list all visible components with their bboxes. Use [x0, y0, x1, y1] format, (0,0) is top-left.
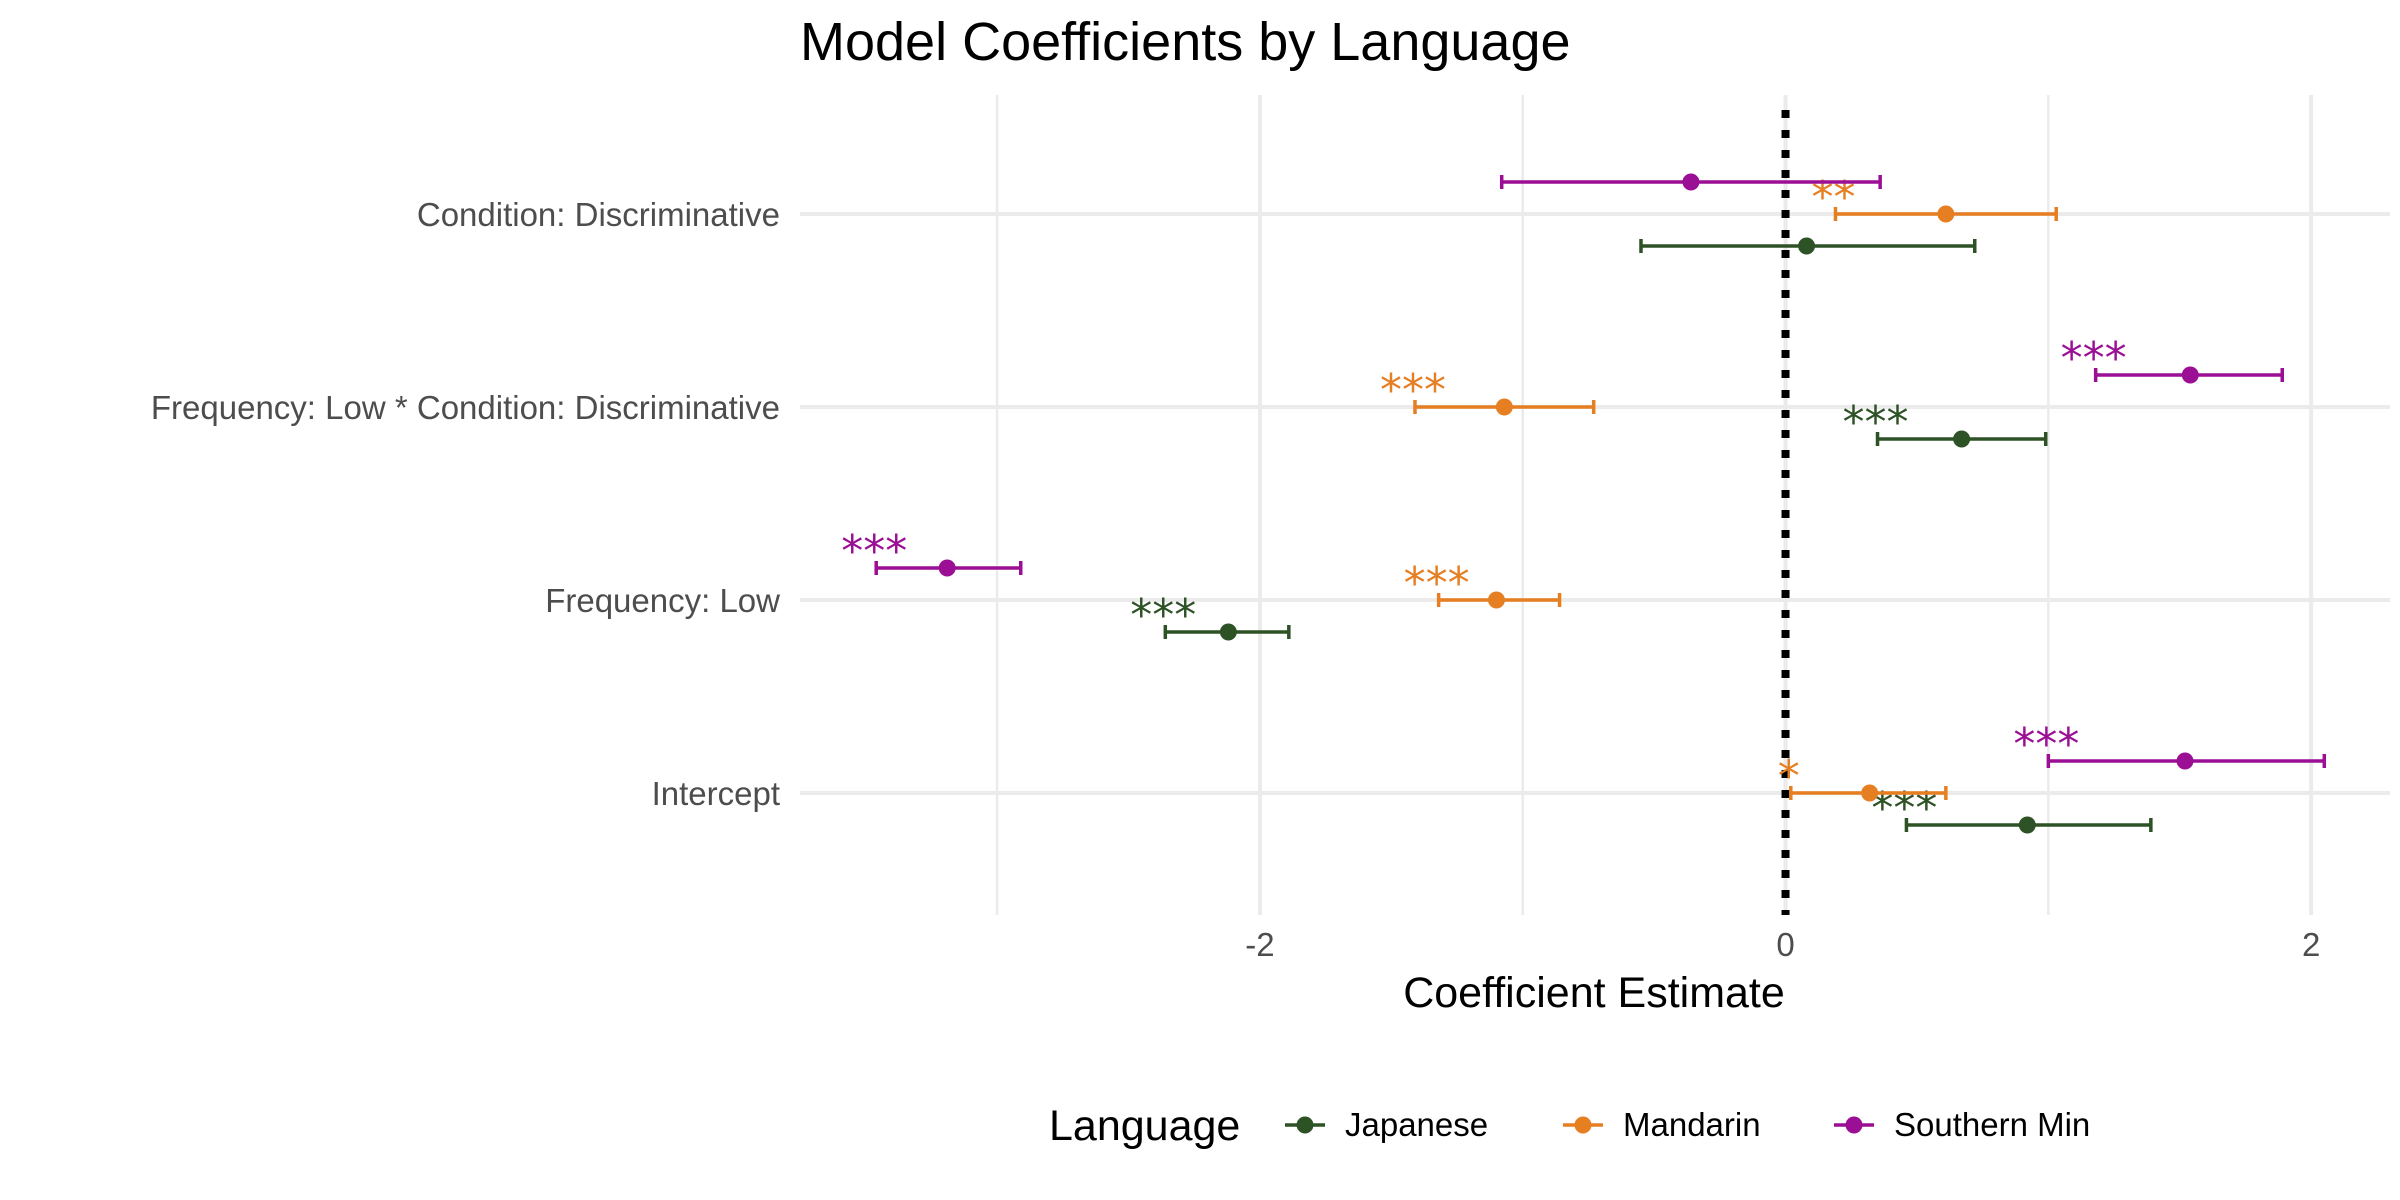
x-axis-label: Coefficient Estimate: [1403, 969, 1785, 1017]
estimate-point: [1937, 205, 1955, 223]
significance-label: ***: [1380, 365, 1446, 416]
x-tick-label: -2: [1245, 926, 1274, 963]
legend-label: Mandarin: [1623, 1106, 1761, 1143]
x-axis-tick-labels: -2 0 2: [1245, 926, 2320, 963]
estimate-point: [1953, 430, 1971, 448]
estimate-point: [1495, 398, 1513, 416]
significance-label: ***: [2061, 333, 2127, 384]
legend-key-point: [1296, 1116, 1314, 1134]
x-tick-label: 2: [2302, 926, 2320, 963]
significance-label: *: [1778, 751, 1800, 802]
legend-key-point: [1574, 1116, 1592, 1134]
estimate-point: [938, 559, 956, 577]
legend-title: Language: [1049, 1102, 1240, 1150]
y-tick-label: Frequency: Low: [545, 582, 780, 619]
estimate-point: [2176, 752, 2194, 770]
estimate-point: [1219, 623, 1237, 641]
y-tick-label: Frequency: Low * Condition: Discriminati…: [151, 389, 780, 426]
x-tick-label: 0: [1776, 926, 1794, 963]
legend-key-point: [1845, 1116, 1863, 1134]
significance-label: ***: [841, 526, 907, 577]
y-tick-label: Condition: Discriminative: [417, 196, 780, 233]
estimate-point: [2018, 816, 2036, 834]
legend: Language Japanese Mandarin Southern Min: [1049, 1102, 2090, 1150]
significance-label: ***: [2013, 719, 2079, 770]
grid: [800, 95, 2390, 915]
chart-title: Model Coefficients by Language: [800, 12, 1571, 72]
legend-label: Japanese: [1345, 1106, 1488, 1143]
significance-label: ***: [1871, 783, 1937, 834]
estimate-point: [2181, 366, 2199, 384]
significance-label: ***: [1843, 397, 1909, 448]
legend-label: Southern Min: [1894, 1106, 2090, 1143]
estimate-point: [1861, 784, 1879, 802]
significance-label: ***: [1130, 590, 1196, 641]
estimate-point: [1682, 173, 1700, 191]
significance-label: ***: [1404, 558, 1470, 609]
error-bars: ***************************: [841, 172, 2327, 834]
y-tick-label: Intercept: [652, 775, 780, 812]
y-axis-tick-labels: Condition: Discriminative Frequency: Low …: [151, 196, 780, 812]
significance-label: **: [1811, 172, 1855, 223]
estimate-point: [1487, 591, 1505, 609]
estimate-point: [1798, 237, 1816, 255]
